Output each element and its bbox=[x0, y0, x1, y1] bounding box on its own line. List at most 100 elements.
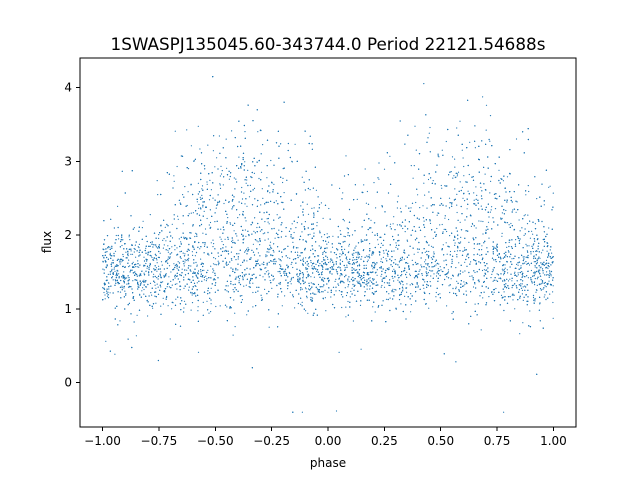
data-point bbox=[501, 232, 503, 234]
data-point bbox=[540, 252, 543, 254]
data-point bbox=[271, 287, 273, 289]
data-point bbox=[456, 250, 459, 252]
data-point bbox=[107, 291, 109, 293]
data-point bbox=[520, 265, 522, 267]
data-point bbox=[456, 230, 458, 232]
data-point bbox=[193, 271, 195, 273]
data-point bbox=[205, 280, 207, 282]
data-point bbox=[544, 294, 546, 296]
data-point bbox=[475, 186, 477, 188]
data-point bbox=[235, 276, 237, 278]
data-point bbox=[402, 227, 404, 230]
data-point bbox=[383, 252, 385, 254]
data-point bbox=[533, 298, 535, 300]
data-point bbox=[534, 264, 536, 267]
data-point bbox=[368, 254, 370, 256]
data-point bbox=[480, 186, 482, 188]
data-point bbox=[114, 353, 116, 355]
data-point bbox=[237, 258, 239, 260]
data-point bbox=[454, 250, 456, 252]
data-point bbox=[176, 267, 178, 269]
data-point bbox=[177, 254, 179, 256]
data-point bbox=[436, 272, 438, 274]
data-point bbox=[321, 271, 323, 273]
data-point bbox=[386, 252, 388, 254]
data-point bbox=[192, 212, 194, 214]
data-point bbox=[469, 141, 471, 143]
data-point bbox=[167, 249, 169, 251]
data-point bbox=[183, 236, 185, 238]
data-point bbox=[224, 238, 226, 240]
data-point bbox=[520, 283, 522, 285]
data-point bbox=[220, 173, 223, 175]
data-point bbox=[522, 280, 524, 282]
data-point bbox=[406, 283, 408, 285]
data-point bbox=[268, 326, 270, 328]
data-point bbox=[426, 207, 428, 209]
data-point bbox=[188, 213, 190, 215]
data-point bbox=[212, 239, 214, 241]
data-point bbox=[541, 282, 543, 284]
data-point bbox=[133, 251, 135, 253]
data-point bbox=[305, 257, 307, 259]
data-point bbox=[117, 205, 119, 207]
data-point bbox=[409, 284, 411, 286]
data-point bbox=[238, 253, 240, 255]
data-point bbox=[230, 251, 232, 253]
data-point bbox=[441, 149, 443, 151]
data-point bbox=[452, 177, 454, 179]
data-point bbox=[313, 276, 315, 278]
data-point bbox=[168, 265, 171, 267]
chart-title: 1SWASPJ135045.60-343744.0 Period 22121.5… bbox=[111, 34, 546, 54]
data-point bbox=[456, 211, 458, 214]
data-point bbox=[415, 149, 417, 151]
data-point bbox=[372, 306, 374, 308]
data-point bbox=[524, 262, 526, 264]
data-point bbox=[432, 237, 434, 239]
data-point bbox=[514, 271, 516, 273]
data-point bbox=[139, 264, 141, 266]
data-point bbox=[275, 200, 277, 202]
data-point bbox=[173, 175, 175, 177]
data-point bbox=[473, 259, 475, 261]
data-point bbox=[511, 280, 513, 282]
data-point bbox=[264, 232, 266, 234]
data-point bbox=[108, 282, 110, 284]
data-point bbox=[490, 209, 492, 211]
data-point bbox=[435, 296, 437, 298]
data-point bbox=[227, 285, 229, 287]
data-point bbox=[548, 186, 550, 188]
data-point bbox=[326, 256, 328, 258]
data-point bbox=[504, 267, 506, 269]
data-point bbox=[505, 209, 507, 212]
data-point bbox=[411, 282, 413, 285]
data-point bbox=[179, 202, 181, 204]
data-point bbox=[404, 295, 406, 297]
data-point bbox=[249, 268, 251, 270]
data-point bbox=[187, 191, 189, 193]
data-point bbox=[359, 304, 362, 306]
data-point bbox=[462, 157, 464, 159]
data-point bbox=[212, 279, 214, 281]
data-point bbox=[526, 263, 529, 265]
data-point bbox=[500, 178, 502, 180]
data-point bbox=[190, 270, 192, 272]
data-point bbox=[380, 260, 382, 263]
data-point bbox=[141, 270, 143, 272]
data-point bbox=[489, 211, 491, 213]
data-point bbox=[450, 278, 452, 280]
data-point bbox=[237, 239, 239, 241]
data-point bbox=[198, 207, 200, 209]
data-point bbox=[545, 259, 548, 261]
data-point bbox=[388, 293, 390, 295]
data-point bbox=[387, 255, 389, 257]
data-point bbox=[463, 165, 465, 168]
data-point bbox=[480, 329, 482, 331]
data-point bbox=[260, 171, 263, 173]
data-point bbox=[467, 254, 469, 256]
data-point bbox=[463, 247, 466, 249]
data-point bbox=[351, 287, 353, 289]
data-point bbox=[439, 293, 441, 295]
data-point bbox=[156, 259, 158, 261]
